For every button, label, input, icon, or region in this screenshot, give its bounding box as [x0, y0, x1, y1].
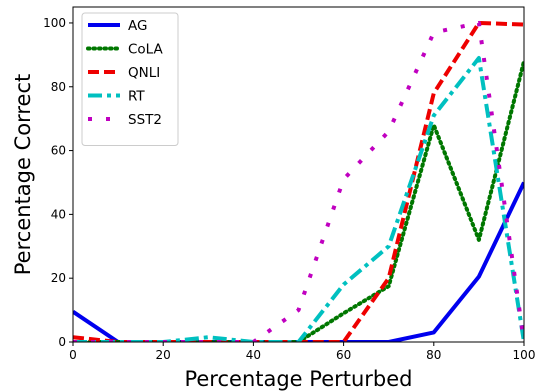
- plot-frame: [72, 6, 525, 343]
- series-line-cola: [73, 59, 524, 342]
- y-axis: 0 20 40 60 80 100: [43, 16, 73, 349]
- legend-label-ag: AG: [128, 18, 147, 34]
- legend-label-rt: RT: [128, 89, 145, 105]
- y-tick-label: 60: [51, 144, 66, 158]
- series-line-qnli: [73, 20, 524, 342]
- x-axis-label: Percentage Perturbed: [184, 367, 412, 391]
- x-tick-label: 60: [336, 348, 351, 362]
- y-tick-label: 100: [43, 16, 66, 30]
- legend-label-qnli: QNLI: [128, 65, 160, 81]
- x-tick-label: 0: [69, 348, 77, 362]
- legend-label-sst2: SST2: [128, 112, 162, 128]
- y-tick-label: 0: [58, 335, 66, 349]
- x-tick-label: 20: [156, 348, 171, 362]
- y-tick-label: 20: [51, 271, 66, 285]
- y-tick-label: 40: [51, 207, 66, 221]
- series-line-ag: [73, 181, 524, 342]
- series-line-sst2: [73, 20, 524, 342]
- x-tick-label: 100: [513, 348, 536, 362]
- x-axis: 0 20 40 60 80 100: [69, 342, 535, 362]
- x-tick-label: 40: [246, 348, 261, 362]
- legend-label-cola: CoLA: [128, 42, 164, 58]
- legend-box: [81, 12, 179, 146]
- series-lines: [73, 20, 524, 342]
- x-tick-label: 80: [426, 348, 441, 362]
- y-tick-label: 80: [51, 80, 66, 94]
- y-axis-label: Percentage Correct: [11, 74, 35, 275]
- legend: AG CoLA QNLI RT SST2: [81, 12, 179, 146]
